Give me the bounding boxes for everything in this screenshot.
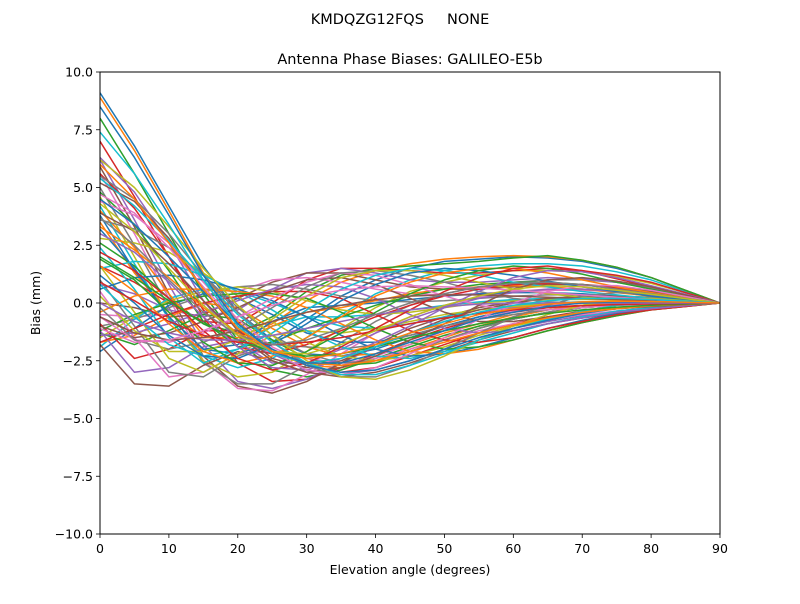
series-line-az-315 [100,281,720,346]
y-tick-label: −2.5 [63,353,93,368]
series-line-az-250 [100,267,720,360]
x-tick-label: 30 [299,541,315,556]
y-axis-label: Bias (mm) [28,271,43,335]
x-tick-label: 10 [161,541,177,556]
series-line-az-335 [100,216,720,346]
y-tick-label: 2.5 [73,238,93,253]
x-tick-label: 80 [643,541,659,556]
series-line-az-255 [100,265,720,364]
series-line-az-040 [100,196,720,378]
x-tick-label: 50 [436,541,452,556]
x-axis-label: Elevation angle (degrees) [330,562,491,577]
x-tick-label: 0 [96,541,104,556]
y-tick-label: −7.5 [63,469,93,484]
x-tick-label: 60 [505,541,521,556]
series-line-az-355 [100,163,720,360]
x-tick-label: 70 [574,541,590,556]
y-tick-label: 10.0 [65,65,93,80]
y-tick-label: 0.0 [73,296,93,311]
x-axis-ticks: 0 10 20 30 40 50 60 70 80 90 [96,534,728,556]
series-line-az-305 [100,226,720,367]
y-axis-ticks: −10.0 −7.5 −5.0 −2.5 0.0 2.5 5.0 7.5 10.0 [55,65,100,542]
series-layer [100,92,720,394]
y-tick-label: −5.0 [63,411,93,426]
series-line-az-310 [100,256,720,357]
x-tick-label: 20 [230,541,246,556]
y-tick-label: −10.0 [55,527,93,542]
series-line-az-330 [100,284,720,344]
series-line-az-260 [100,258,720,367]
y-tick-label: 7.5 [73,122,93,137]
chart-title: Antenna Phase Biases: GALILEO-E5b [277,52,542,68]
series-line-az-320 [100,302,720,341]
series-line-az-340 [100,203,720,355]
series-line-az-270 [100,233,720,371]
series-line-az-280 [100,193,720,376]
series-line-az-325 [100,294,720,341]
series-line-az-165 [100,173,720,355]
series-line-az-275 [100,212,720,374]
x-tick-label: 40 [368,541,384,556]
figure-suptitle: KMDQZG12FQS NONE [311,12,490,28]
y-tick-label: 5.0 [73,180,93,195]
series-line-az-215 [100,290,720,344]
x-tick-label: 90 [712,541,728,556]
